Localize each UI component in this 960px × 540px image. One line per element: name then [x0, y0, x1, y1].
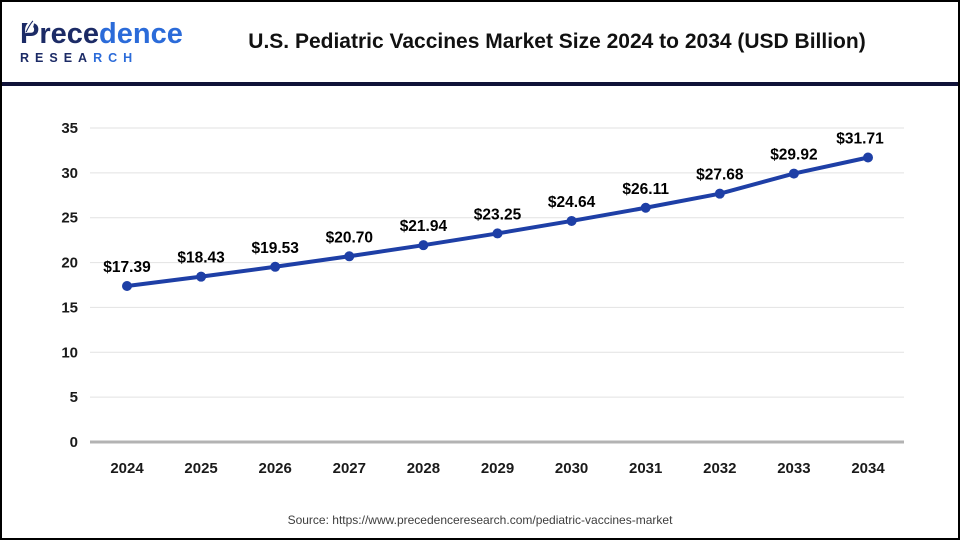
x-tick-label: 2024: [110, 460, 144, 477]
y-tick-label: 5: [70, 389, 78, 406]
data-point-label: $29.92: [770, 147, 817, 164]
data-point: [566, 215, 577, 226]
chart-section: 0 5 10 15 20 25 30 35 2024 2025 2026 2027 2028 2029 20…: [2, 86, 958, 502]
y-tick-label: 15: [61, 299, 78, 316]
y-tick-label: 35: [61, 120, 78, 137]
logo-text-dark: Prece: [20, 17, 100, 50]
x-tick-label: 2029: [481, 460, 514, 477]
y-tick-label: 30: [61, 165, 78, 182]
logo-subtitle: RESEARCH: [20, 51, 180, 65]
x-tick-label: 2028: [407, 460, 440, 477]
data-point-label: $20.70: [326, 229, 373, 246]
data-point-label: $24.64: [548, 194, 596, 211]
precedence-logo: Precedence RESEARCH: [20, 17, 183, 66]
page-title: U.S. Pediatric Vaccines Market Size 2024…: [248, 30, 866, 53]
source-text: Source: https://www.precedenceresearch.c…: [287, 513, 673, 527]
y-tick-label: 20: [61, 255, 78, 272]
data-point-label: $23.25: [474, 206, 522, 223]
data-point-label: $27.68: [696, 167, 744, 184]
x-tick-label: 2026: [259, 460, 292, 477]
data-point: [640, 202, 651, 213]
data-point-label: $18.43: [177, 250, 225, 267]
logo-subtitle-light: RCH: [93, 51, 139, 66]
x-tick-label: 2033: [777, 460, 810, 477]
logo-text-light: dence: [99, 17, 183, 50]
header-divider: [2, 82, 958, 86]
x-tick-label: 2032: [703, 460, 736, 477]
x-tick-label: 2025: [184, 460, 217, 477]
data-point: [270, 261, 281, 272]
x-tick-label: 2031: [629, 460, 662, 477]
data-point-label: $17.39: [103, 259, 151, 276]
title-area: U.S. Pediatric Vaccines Market Size 2024…: [180, 30, 958, 54]
footer: Source: https://www.precedenceresearch.c…: [2, 502, 958, 529]
data-point: [196, 271, 207, 282]
data-point-label: $21.94: [400, 218, 448, 235]
data-point-label: $19.53: [251, 240, 299, 257]
data-point: [492, 228, 503, 239]
data-point-label: $31.71: [836, 131, 884, 148]
y-tick-label: 10: [61, 344, 78, 361]
data-point: [418, 240, 429, 251]
data-point: [863, 152, 873, 163]
data-point: [714, 188, 725, 199]
x-tick-label: 2034: [851, 460, 885, 477]
logo-wordmark: Precedence: [20, 17, 183, 50]
data-point: [344, 251, 355, 262]
data-point: [122, 280, 132, 291]
y-tick-label: 0: [70, 434, 78, 451]
data-point: [788, 168, 799, 179]
y-tick-label: 25: [61, 210, 78, 227]
logo-subtitle-dark: RESEA: [20, 51, 94, 66]
header: Precedence RESEARCH U.S. Pediatric Vacci…: [2, 2, 958, 82]
data-point-label: $26.11: [622, 181, 669, 198]
x-tick-label: 2030: [555, 460, 588, 477]
x-tick-label: 2027: [333, 460, 366, 477]
